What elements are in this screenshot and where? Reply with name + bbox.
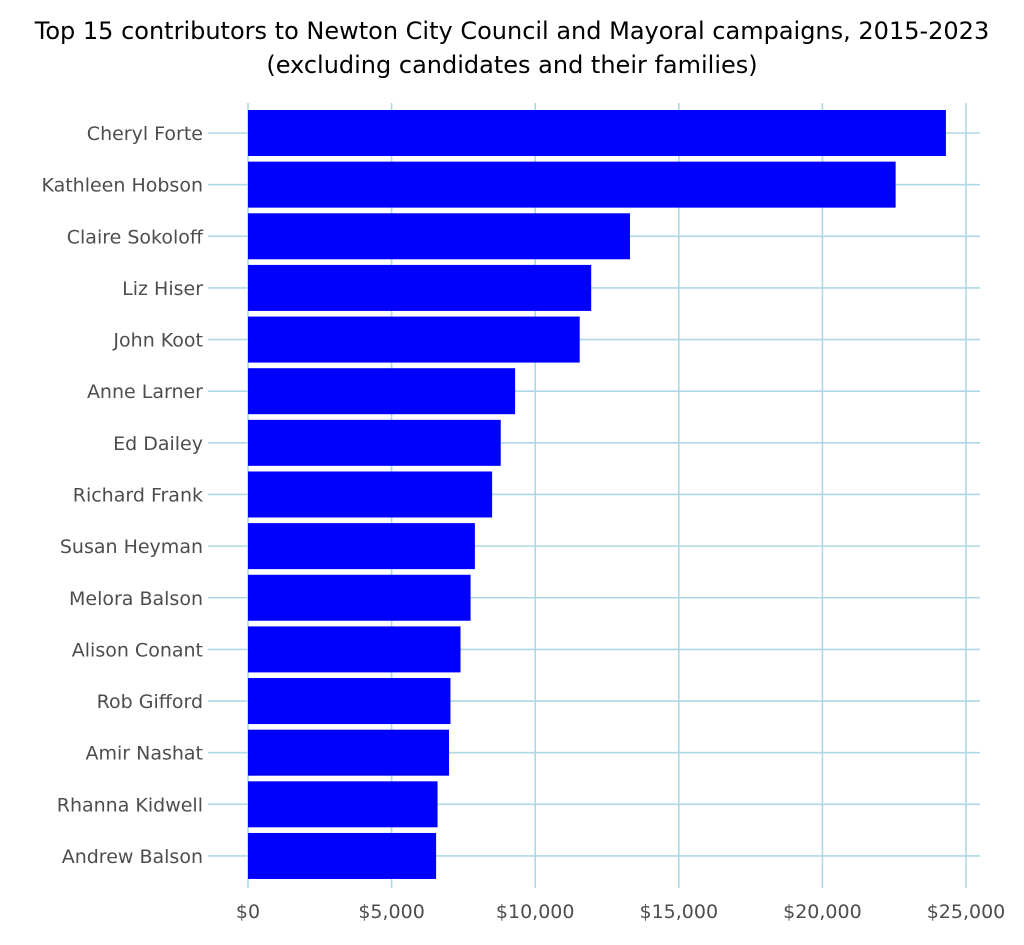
y-tick-label: Alison Conant — [72, 639, 203, 661]
y-axis-labels: Cheryl Forte Kathleen Hobson Claire Sokolo… — [41, 123, 203, 868]
bar — [248, 678, 451, 725]
bar — [248, 368, 516, 415]
x-axis-labels: $0 $5,000 $10,000 $15,000 $20,000 $25,000 — [236, 901, 1005, 923]
y-tick-label: Anne Larner — [87, 381, 203, 403]
bar — [248, 161, 896, 208]
y-tick-label: Melora Balson — [69, 588, 203, 610]
y-tick-label: Ed Dailey — [113, 433, 203, 455]
bar — [248, 264, 592, 311]
x-tick-label: $25,000 — [927, 901, 1006, 923]
y-tick-label: Rhanna Kidwell — [57, 794, 203, 816]
x-tick-label: $5,000 — [358, 901, 424, 923]
y-tick-label: Kathleen Hobson — [41, 175, 203, 197]
y-tick-label: Richard Frank — [73, 484, 203, 506]
y-tick-label: Rob Gifford — [97, 691, 203, 713]
y-tick-label: John Koot — [112, 330, 203, 352]
y-tick-label: Cheryl Forte — [87, 123, 203, 145]
chart-title: Top 15 contributors to Newton City Counc… — [34, 17, 990, 45]
chart-subtitle: (excluding candidates and their families… — [266, 51, 758, 79]
bar — [248, 574, 471, 621]
x-tick-label: $0 — [236, 901, 260, 923]
y-tick-label: Liz Hiser — [122, 278, 203, 300]
bar — [248, 832, 437, 879]
bar — [248, 419, 501, 466]
y-tick-label: Claire Sokoloff — [67, 226, 204, 248]
bar — [248, 471, 493, 518]
bar — [248, 213, 630, 260]
y-tick-label: Andrew Balson — [62, 846, 203, 868]
bar — [248, 110, 946, 156]
y-tick-label: Susan Heyman — [60, 536, 203, 558]
x-tick-label: $20,000 — [783, 901, 862, 923]
y-tick-label: Amir Nashat — [85, 743, 203, 765]
bar — [248, 523, 475, 570]
bar — [248, 781, 438, 828]
bar — [248, 316, 580, 363]
bar-layer — [248, 110, 946, 879]
bar — [248, 729, 450, 776]
chart-title-block: Top 15 contributors to Newton City Counc… — [0, 14, 1024, 82]
x-tick-label: $10,000 — [496, 901, 575, 923]
bar — [248, 626, 461, 673]
x-tick-label: $15,000 — [640, 901, 719, 923]
